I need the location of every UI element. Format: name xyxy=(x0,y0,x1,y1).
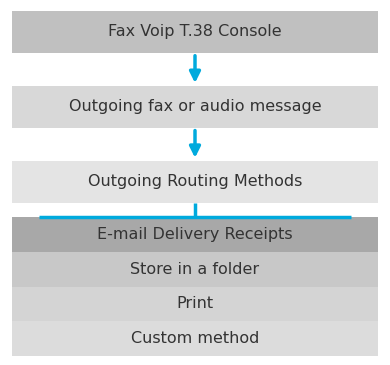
Text: Fax Voip T.38 Console: Fax Voip T.38 Console xyxy=(108,24,282,39)
FancyBboxPatch shape xyxy=(12,287,378,321)
FancyBboxPatch shape xyxy=(12,321,378,356)
Text: Outgoing Routing Methods: Outgoing Routing Methods xyxy=(88,174,302,189)
Text: Print: Print xyxy=(176,296,214,311)
Text: Store in a folder: Store in a folder xyxy=(130,262,260,277)
FancyBboxPatch shape xyxy=(12,11,378,53)
FancyBboxPatch shape xyxy=(12,217,378,252)
Text: E-mail Delivery Receipts: E-mail Delivery Receipts xyxy=(97,227,293,242)
FancyBboxPatch shape xyxy=(12,252,378,287)
FancyBboxPatch shape xyxy=(12,161,378,203)
FancyBboxPatch shape xyxy=(12,86,378,128)
Text: Custom method: Custom method xyxy=(131,331,259,346)
Text: Outgoing fax or audio message: Outgoing fax or audio message xyxy=(69,99,321,114)
